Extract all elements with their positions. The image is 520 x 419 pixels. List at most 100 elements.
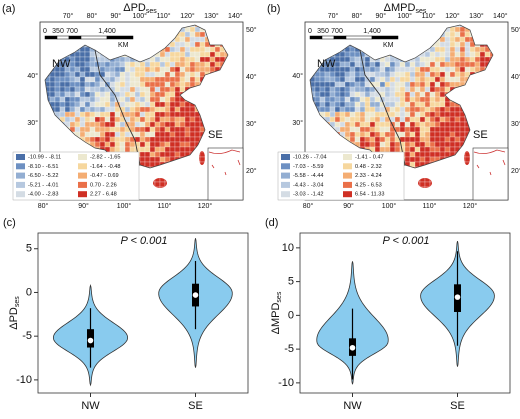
map-cell [434,106,441,113]
map-cell [79,96,86,103]
map-cell [354,96,361,103]
map-cell [384,91,391,98]
lat-label: 40° [27,72,38,80]
map-cell [459,36,466,43]
map-cell [144,91,151,98]
map-cell [89,76,96,83]
map-cell [119,56,126,63]
map-cell [64,71,71,78]
map-cell [139,66,146,73]
map-cell [174,41,181,48]
map-cell [419,111,426,118]
map-cell [449,101,456,108]
lat-label: 40° [511,73,520,81]
map-cell [189,56,196,63]
map-cell [79,131,86,138]
map-cell [74,81,81,88]
map-cell [154,76,161,83]
map-cell [104,106,111,113]
map-cell [114,61,121,68]
axis-title: ΔMPDses [270,291,283,334]
map-cell [349,66,356,73]
map-cell [189,41,196,48]
map-cell [169,66,176,73]
map-cell [119,66,126,73]
map-cell [154,91,161,98]
map-cell [414,136,421,143]
map-cell [164,121,171,128]
legend-swatch [16,163,25,170]
map-cell [174,51,181,58]
map-cell [69,81,76,88]
map-cell [419,126,426,133]
map-cell [69,121,76,128]
map-cell [344,81,351,88]
map-cell [164,116,171,123]
map-cell [159,111,166,118]
map-cell [124,71,131,78]
map-cell [189,81,196,88]
map-cell [384,126,391,133]
map-cell [134,66,141,73]
map-cell [364,96,371,103]
map-cell [174,126,181,133]
map-cell [99,121,106,128]
map-cell [349,96,356,103]
map-cell [404,136,411,143]
map-cell [164,61,171,68]
map-cell [159,101,166,108]
map-cell [384,66,391,73]
map-cell [179,131,186,138]
map-cell [334,56,341,63]
map-cell [134,91,141,98]
map-cell [439,136,446,143]
map-cell [374,106,381,113]
map-cell [169,86,176,93]
map-cell [119,81,126,88]
map-cell [129,71,136,78]
map-cell [174,116,181,123]
map-cell [409,116,416,123]
map-cell [79,56,86,63]
map-cell [429,86,436,93]
map-cell [344,131,351,138]
map-cell [424,141,431,148]
map-cell [339,91,346,98]
map-cell [169,126,176,133]
y-tick-label: 5 [26,243,32,255]
map-cell [79,116,86,123]
map-cell [99,126,106,133]
map-cell [144,61,151,68]
map-cell [379,111,386,118]
map-cell [344,116,351,123]
map-cell [159,96,166,103]
map-cell [104,126,111,133]
map-cell [439,46,446,53]
map-cell [54,86,61,93]
map-cell [54,106,61,113]
map-cell [399,86,406,93]
map-cell [399,106,406,113]
map-cell [79,111,86,118]
map-cell [419,71,426,78]
map-cell [204,46,211,53]
map-cell [394,96,401,103]
map-cell [139,86,146,93]
map-cell [159,71,166,78]
map-cell [149,131,156,138]
map-cell [359,76,366,83]
y-tick-label: -10 [278,377,294,389]
map-cell [159,136,166,143]
map-cell [394,91,401,98]
map-cell [349,111,356,118]
map-cell [194,46,201,53]
legend-label: 6.54 - 11.33 [355,192,384,198]
map-cell [359,121,366,128]
map-cell [354,101,361,108]
scale-label: 700 [331,28,343,35]
map-cell [349,91,356,98]
map-cell [184,41,191,48]
map-cell [424,121,431,128]
map-cell [459,71,466,78]
map-cell [194,26,201,33]
